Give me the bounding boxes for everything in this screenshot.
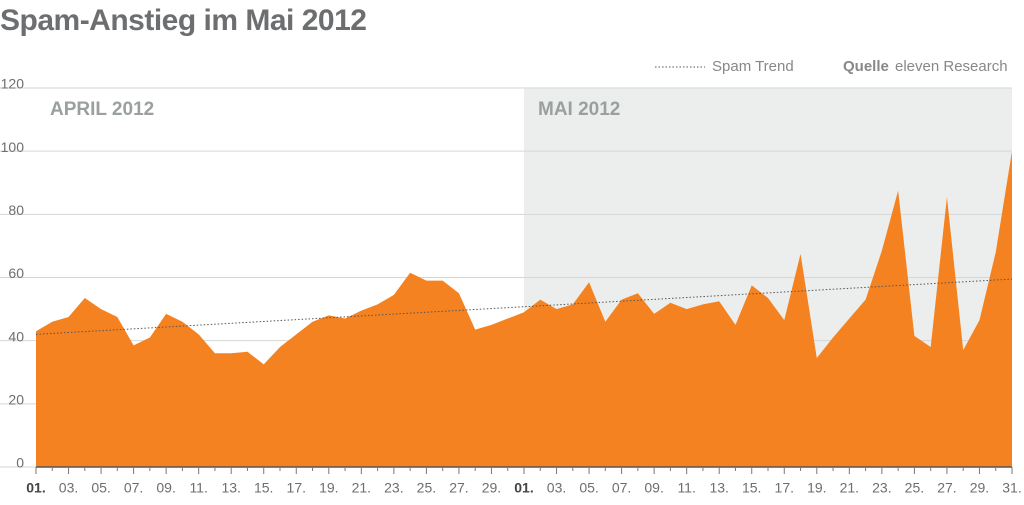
x-tick-label: 25. [905,480,924,496]
x-tick-label: 07. [124,480,143,496]
x-tick-label: 23. [872,480,891,496]
region-label: APRIL 2012 [50,99,154,120]
region-label: MAI 2012 [538,99,620,120]
x-tick-label: 27. [937,480,956,496]
x-tick-label: 13. [709,480,728,496]
legend-label: Spam Trend [712,58,794,75]
x-tick-label: 21. [840,480,859,496]
x-tick-label: 05. [579,480,598,496]
source-label: Quelle [843,58,889,75]
x-tick-label: 29. [970,480,989,496]
x-tick-label: 01. [514,480,533,496]
x-tick-label: 17. [287,480,306,496]
x-tick-label: 15. [742,480,761,496]
y-tick-label: 120 [1,76,25,92]
x-tick-label: 27. [449,480,468,496]
x-tick-label: 13. [221,480,240,496]
x-tick-label: 19. [319,480,338,496]
x-tick-label: 07. [612,480,631,496]
x-tick-label: 15. [254,480,273,496]
chart-title: Spam-Anstieg im Mai 2012 [0,4,366,37]
y-tick-label: 60 [8,265,24,281]
x-tick-label: 03. [59,480,78,496]
x-tick-label: 23. [384,480,403,496]
x-tick-label: 17. [775,480,794,496]
x-tick-label: 11. [189,480,207,496]
x-tick-label: 31. [1002,480,1021,496]
y-tick-label: 20 [8,392,24,408]
area [36,151,1012,467]
y-tick-label: 0 [16,455,24,471]
x-tick-label: 03. [547,480,566,496]
x-tick-label: 25. [417,480,436,496]
x-tick-label: 09. [156,480,175,496]
x-tick-label: 01. [26,480,45,496]
x-tick-label: 21. [352,480,371,496]
x-tick-label: 05. [91,480,110,496]
y-tick-label: 80 [8,202,24,218]
y-tick-label: 100 [1,139,25,155]
x-tick-label: 19. [807,480,826,496]
x-tick-label: 29. [482,480,501,496]
source: eleven Research [895,58,1008,75]
x-tick-label: 09. [644,480,663,496]
y-tick-label: 40 [8,328,24,344]
x-tick-label: 11. [677,480,695,496]
